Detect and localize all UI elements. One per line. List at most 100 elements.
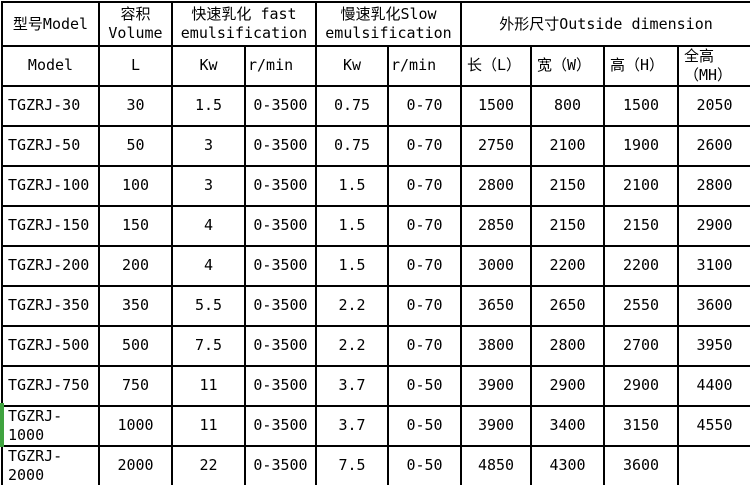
value-cell: 0-50 [387, 444, 462, 485]
value-cell: 1500 [460, 84, 532, 127]
value-cell: 7.5 [171, 324, 246, 367]
value-cell: 1.5 [171, 84, 246, 127]
header-model-group: 型号Model [1, 1, 100, 47]
header-fast-emulsification-group: 快速乳化 fast emulsification [171, 1, 317, 47]
value-cell: 2.2 [315, 284, 389, 327]
model-cell: TGZRJ-200 [1, 244, 100, 287]
model-cell: TGZRJ-150 [1, 204, 100, 247]
value-cell: 0-3500 [244, 124, 317, 167]
value-cell: 2650 [530, 284, 605, 327]
value-cell: 4 [171, 204, 246, 247]
value-cell: 2800 [530, 324, 605, 367]
value-cell: 1.5 [315, 244, 389, 287]
value-cell: 4300 [530, 444, 605, 485]
header-row-2: Model L Kw r/min Kw r/min 长（L） 宽（W） 高（H）… [1, 45, 750, 87]
header-fast-rpm: r/min [244, 45, 317, 87]
value-cell: 2100 [603, 164, 679, 207]
value-cell: 150 [98, 204, 173, 247]
value-cell: 2900 [676, 204, 750, 247]
value-cell: 0-3500 [244, 164, 317, 207]
value-cell: 0-50 [387, 404, 462, 447]
value-cell: 5.5 [171, 284, 246, 327]
value-cell: 0-3500 [244, 244, 317, 287]
value-cell: 1.5 [315, 164, 389, 207]
model-cell: TGZRJ-30 [1, 84, 100, 127]
model-cell: TGZRJ-750 [1, 364, 100, 407]
model-cell: TGZRJ-100 [1, 164, 100, 207]
value-cell: 3000 [460, 244, 532, 287]
header-width: 宽（W） [530, 45, 605, 87]
value-cell: 0-3500 [244, 284, 317, 327]
header-row-1: 型号Model 容积 Volume 快速乳化 fast emulsificati… [1, 1, 750, 47]
value-cell: 500 [98, 324, 173, 367]
table-row: TGZRJ-150 150 4 0-3500 1.5 0-70 2850 2150 2150 29… [1, 204, 750, 247]
table-row: TGZRJ-750 750 11 0-3500 3.7 0-50 3900 2900 2900 4… [1, 364, 750, 407]
value-cell: 3600 [603, 444, 679, 485]
value-cell: 3 [171, 164, 246, 207]
value-cell: 3950 [676, 324, 750, 367]
value-cell [676, 444, 750, 485]
value-cell: 50 [98, 124, 173, 167]
value-cell: 0-3500 [244, 84, 317, 127]
value-cell: 2150 [603, 204, 679, 247]
value-cell: 2200 [603, 244, 679, 287]
header-total-height: 全高 （MH） [676, 45, 750, 87]
value-cell: 3650 [460, 284, 532, 327]
model-cell: TGZRJ-1000 [1, 404, 100, 447]
value-cell: 1900 [603, 124, 679, 167]
value-cell: 3 [171, 124, 246, 167]
value-cell: 4550 [676, 404, 750, 447]
value-cell: 2800 [460, 164, 532, 207]
table-row: TGZRJ-1000 1000 11 0-3500 3.7 0-50 3900 3400 315… [1, 404, 750, 447]
value-cell: 800 [530, 84, 605, 127]
value-cell: 0-50 [387, 364, 462, 407]
value-cell: 1000 [98, 404, 173, 447]
table-row: TGZRJ-50 50 3 0-3500 0.75 0-70 2750 2100 1900 260… [1, 124, 750, 167]
value-cell: 0-3500 [244, 204, 317, 247]
table-row: TGZRJ-500 500 7.5 0-3500 2.2 0-70 3800 2800 2700… [1, 324, 750, 367]
header-fast-kw: Kw [171, 45, 246, 87]
value-cell: 100 [98, 164, 173, 207]
table-row: TGZRJ-350 350 5.5 0-3500 2.2 0-70 3650 2650 2550… [1, 284, 750, 327]
value-cell: 7.5 [315, 444, 389, 485]
value-cell: 3400 [530, 404, 605, 447]
value-cell: 1500 [603, 84, 679, 127]
value-cell: 2100 [530, 124, 605, 167]
header-slow-kw: Kw [315, 45, 389, 87]
value-cell: 0-70 [387, 324, 462, 367]
value-cell: 2850 [460, 204, 532, 247]
value-cell: 30 [98, 84, 173, 127]
value-cell: 3900 [460, 364, 532, 407]
value-cell: 3150 [603, 404, 679, 447]
value-cell: 350 [98, 284, 173, 327]
table-row: TGZRJ-2000 2000 22 0-3500 7.5 0-50 4850 4300 360… [1, 444, 750, 485]
table-row: TGZRJ-100 100 3 0-3500 1.5 0-70 2800 2150 2100 28… [1, 164, 750, 207]
value-cell: 0-70 [387, 124, 462, 167]
value-cell: 0-3500 [244, 404, 317, 447]
table-body: TGZRJ-30 30 1.5 0-3500 0.75 0-70 1500 800 1500 20… [1, 84, 750, 485]
value-cell: 2700 [603, 324, 679, 367]
value-cell: 22 [171, 444, 246, 485]
model-cell: TGZRJ-500 [1, 324, 100, 367]
value-cell: 3600 [676, 284, 750, 327]
value-cell: 0.75 [315, 84, 389, 127]
header-volume-l: L [98, 45, 173, 87]
value-cell: 0.75 [315, 124, 389, 167]
model-cell: TGZRJ-2000 [1, 444, 100, 485]
header-model: Model [1, 45, 100, 87]
model-cell: TGZRJ-350 [1, 284, 100, 327]
table-row: TGZRJ-200 200 4 0-3500 1.5 0-70 3000 2200 2200 31… [1, 244, 750, 287]
value-cell: 2550 [603, 284, 679, 327]
value-cell: 0-70 [387, 204, 462, 247]
header-length: 长（L） [460, 45, 532, 87]
value-cell: 2800 [676, 164, 750, 207]
value-cell: 2.2 [315, 324, 389, 367]
header-slow-emulsification-group: 慢速乳化Slow emulsification [315, 1, 462, 47]
value-cell: 0-3500 [244, 444, 317, 485]
value-cell: 0-3500 [244, 364, 317, 407]
value-cell: 200 [98, 244, 173, 287]
value-cell: 3100 [676, 244, 750, 287]
value-cell: 0-3500 [244, 324, 317, 367]
